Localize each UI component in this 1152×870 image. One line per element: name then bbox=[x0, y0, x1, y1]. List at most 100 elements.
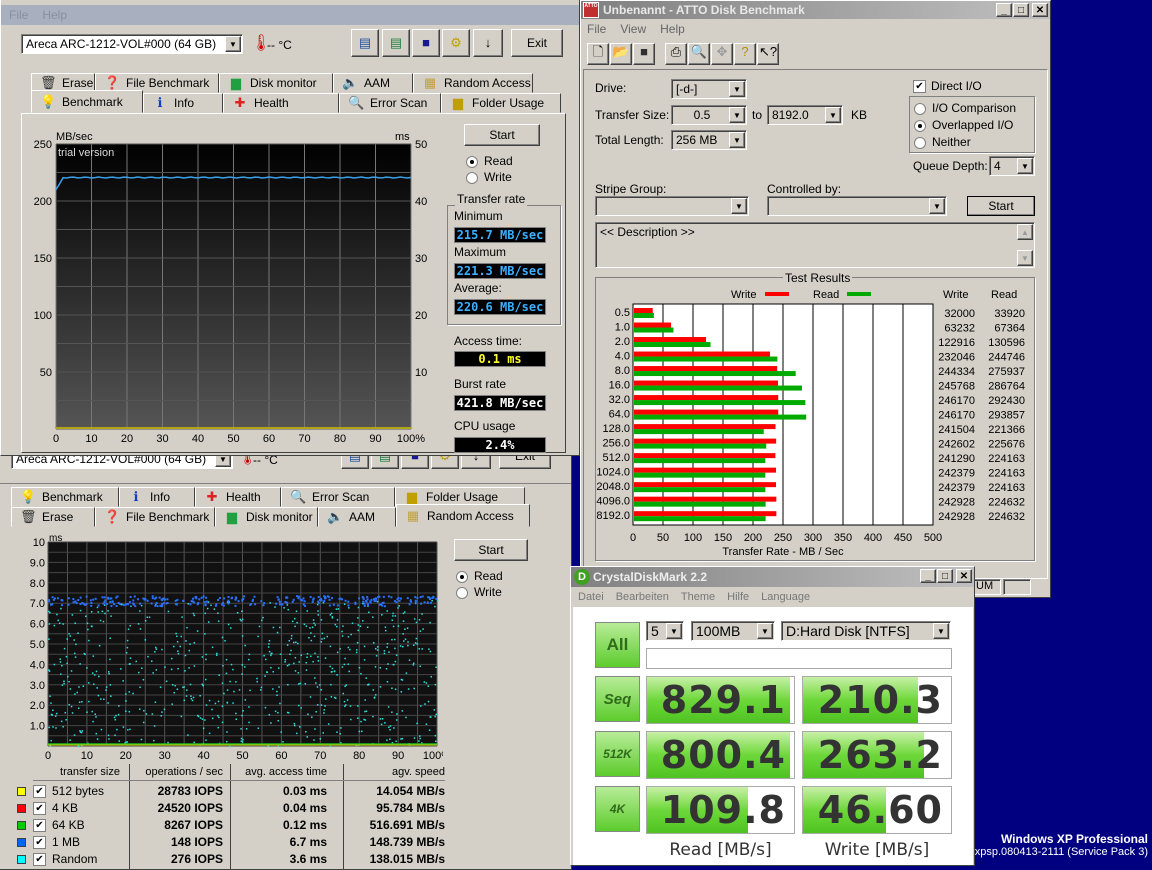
write-radio[interactable]: Write bbox=[456, 585, 502, 599]
tab-folder-usage[interactable]: ▆ Folder Usage bbox=[441, 93, 561, 113]
menu-view[interactable]: View bbox=[620, 22, 647, 36]
tab-disk-monitor[interactable]: ▆ Disk monitor bbox=[219, 73, 333, 93]
read-radio[interactable]: Read bbox=[466, 154, 513, 168]
menu-datei[interactable]: Datei bbox=[578, 591, 604, 603]
tab-folder-usage[interactable]: ▆ Folder Usage bbox=[395, 487, 525, 507]
save-button[interactable]: ■ bbox=[412, 29, 440, 57]
help-icon[interactable]: ? bbox=[734, 43, 756, 65]
comment-field[interactable] bbox=[646, 648, 952, 669]
random-access-point bbox=[310, 639, 313, 642]
print-icon[interactable]: ⎙ bbox=[665, 43, 687, 65]
random-access-point bbox=[405, 716, 407, 719]
tab-info[interactable]: ℹ Info bbox=[119, 487, 195, 507]
options-button[interactable]: ⚙ bbox=[442, 29, 470, 57]
drive-select[interactable]: D:Hard Disk [NTFS] ▼ bbox=[781, 621, 951, 641]
x-tick-label: 450 bbox=[894, 532, 912, 544]
queue-depth-select[interactable]: 4 ▼ bbox=[989, 156, 1035, 176]
tab-erase[interactable]: 🗑 Erase bbox=[11, 507, 95, 527]
y2-tick-label: 30 bbox=[415, 253, 427, 265]
drive-select[interactable]: [-d-] ▼ bbox=[671, 79, 747, 99]
print-preview-icon[interactable]: 🔍 bbox=[688, 43, 710, 65]
tab-random-access[interactable]: ▦ Random Access bbox=[396, 504, 530, 527]
transfer-to-select[interactable]: 8192.0 ▼ bbox=[767, 105, 843, 125]
start-button[interactable]: Start bbox=[464, 124, 540, 146]
all-button[interactable]: All bbox=[595, 622, 640, 668]
random-access-point bbox=[357, 705, 359, 707]
new-icon[interactable]: 🗋 bbox=[587, 43, 609, 65]
series-checkbox[interactable]: ✔ bbox=[33, 785, 46, 798]
menu-help[interactable]: Help bbox=[660, 22, 685, 36]
tab-erase[interactable]: 🗑 Erase bbox=[31, 73, 95, 93]
copy-button[interactable]: ▤ bbox=[351, 29, 379, 57]
tab-file-benchmark[interactable]: ❓ File Benchmark bbox=[95, 507, 215, 527]
tab-aam[interactable]: 🔈 AAM bbox=[318, 507, 396, 527]
size-select[interactable]: 100MB ▼ bbox=[691, 621, 775, 641]
test-512k-button[interactable]: 512K bbox=[595, 731, 640, 777]
tab-info[interactable]: ℹ Info bbox=[143, 93, 223, 113]
transfer-from-select[interactable]: 0.5 ▼ bbox=[671, 105, 747, 125]
random-access-point bbox=[201, 656, 204, 658]
save-icon[interactable]: ■ bbox=[633, 43, 655, 65]
neither-radio[interactable]: Neither bbox=[914, 135, 971, 149]
tab-benchmark[interactable]: 💡 Benchmark bbox=[31, 90, 143, 113]
tab-benchmark[interactable]: 💡 Benchmark bbox=[11, 487, 119, 507]
tab-error-scan[interactable]: 🔍 Error Scan bbox=[339, 93, 441, 113]
download-button[interactable]: ↓ bbox=[473, 29, 503, 57]
menu-hilfe[interactable]: Hilfe bbox=[727, 591, 750, 603]
stripe-group-select[interactable]: ▼ bbox=[595, 196, 749, 216]
overlapped-io-radio[interactable]: Overlapped I/O bbox=[914, 118, 1013, 132]
1mb-access-point bbox=[365, 600, 368, 603]
y2-tick-label: 40 bbox=[415, 196, 427, 208]
tab-aam[interactable]: 🔈 AAM bbox=[333, 73, 413, 93]
menu-help[interactable]: Help bbox=[42, 8, 68, 22]
tab-disk-monitor[interactable]: ▆ Disk monitor bbox=[215, 507, 318, 527]
menu-theme[interactable]: Theme bbox=[680, 591, 716, 603]
close-button[interactable]: ✕ bbox=[956, 569, 972, 583]
tab-error-scan[interactable]: 🔍 Error Scan bbox=[281, 487, 395, 507]
minimize-button[interactable]: _ bbox=[996, 3, 1012, 17]
copy-all-button[interactable]: ▤ bbox=[382, 29, 410, 57]
open-folder-icon[interactable]: 📂 bbox=[610, 43, 632, 65]
direct-io-checkbox[interactable]: ✔ Direct I/O bbox=[913, 79, 982, 94]
drive-select[interactable]: Areca ARC-1212-VOL#000 (64 GB) ▼ bbox=[21, 34, 243, 54]
maximize-button[interactable]: □ bbox=[937, 569, 953, 583]
exit-button[interactable]: Exit bbox=[511, 29, 563, 57]
start-button[interactable]: Start bbox=[454, 539, 528, 561]
random-access-point bbox=[109, 658, 111, 661]
series-checkbox[interactable]: ✔ bbox=[33, 836, 46, 849]
menu-file[interactable]: File bbox=[587, 22, 607, 36]
io-comparison-radio[interactable]: I/O Comparison bbox=[914, 101, 1016, 115]
runs-select[interactable]: 5 ▼ bbox=[646, 621, 684, 641]
write-radio[interactable]: Write bbox=[466, 170, 512, 184]
menu-file[interactable]: File bbox=[9, 8, 29, 22]
scroll-up-button[interactable]: ▲ bbox=[1017, 224, 1033, 240]
minimize-button[interactable]: _ bbox=[920, 569, 936, 583]
move-icon[interactable]: ✥ bbox=[711, 43, 733, 65]
tab-health[interactable]: ✚ Health bbox=[195, 487, 281, 507]
1mb-access-point bbox=[117, 602, 120, 605]
test-seq-button[interactable]: Seq bbox=[595, 676, 640, 722]
tab-random-access[interactable]: ▦ Random Access bbox=[413, 73, 533, 93]
tab-file-benchmark[interactable]: ❓ File Benchmark bbox=[95, 73, 219, 93]
context-help-icon[interactable]: ↖? bbox=[757, 43, 779, 65]
series-checkbox[interactable]: ✔ bbox=[33, 853, 46, 866]
series-checkbox[interactable]: ✔ bbox=[33, 819, 46, 832]
1mb-access-point bbox=[105, 602, 108, 605]
menu-language[interactable]: Language bbox=[761, 591, 811, 603]
tab-health[interactable]: ✚ Health bbox=[223, 93, 339, 113]
description-box[interactable]: << Description >> ▲ ▼ bbox=[595, 222, 1035, 268]
total-length-select[interactable]: 256 MB ▼ bbox=[671, 130, 747, 150]
start-button[interactable]: Start bbox=[967, 196, 1035, 216]
maximize-button[interactable]: □ bbox=[1013, 3, 1029, 17]
controlled-by-select[interactable]: ▼ bbox=[767, 196, 947, 216]
menu-bearbeiten[interactable]: Bearbeiten bbox=[615, 591, 669, 603]
test-4k-button[interactable]: 4K bbox=[595, 786, 640, 832]
burst-rate-value: 421.8 MB/sec bbox=[454, 395, 546, 411]
scroll-down-button[interactable]: ▼ bbox=[1017, 250, 1033, 266]
series-checkbox[interactable]: ✔ bbox=[33, 802, 46, 815]
random-access-point bbox=[74, 652, 76, 655]
series-color-swatch bbox=[17, 855, 26, 864]
close-button[interactable]: ✕ bbox=[1032, 3, 1048, 17]
read-radio[interactable]: Read bbox=[456, 569, 503, 583]
crystaldiskmark-logo-icon: D bbox=[574, 569, 590, 585]
